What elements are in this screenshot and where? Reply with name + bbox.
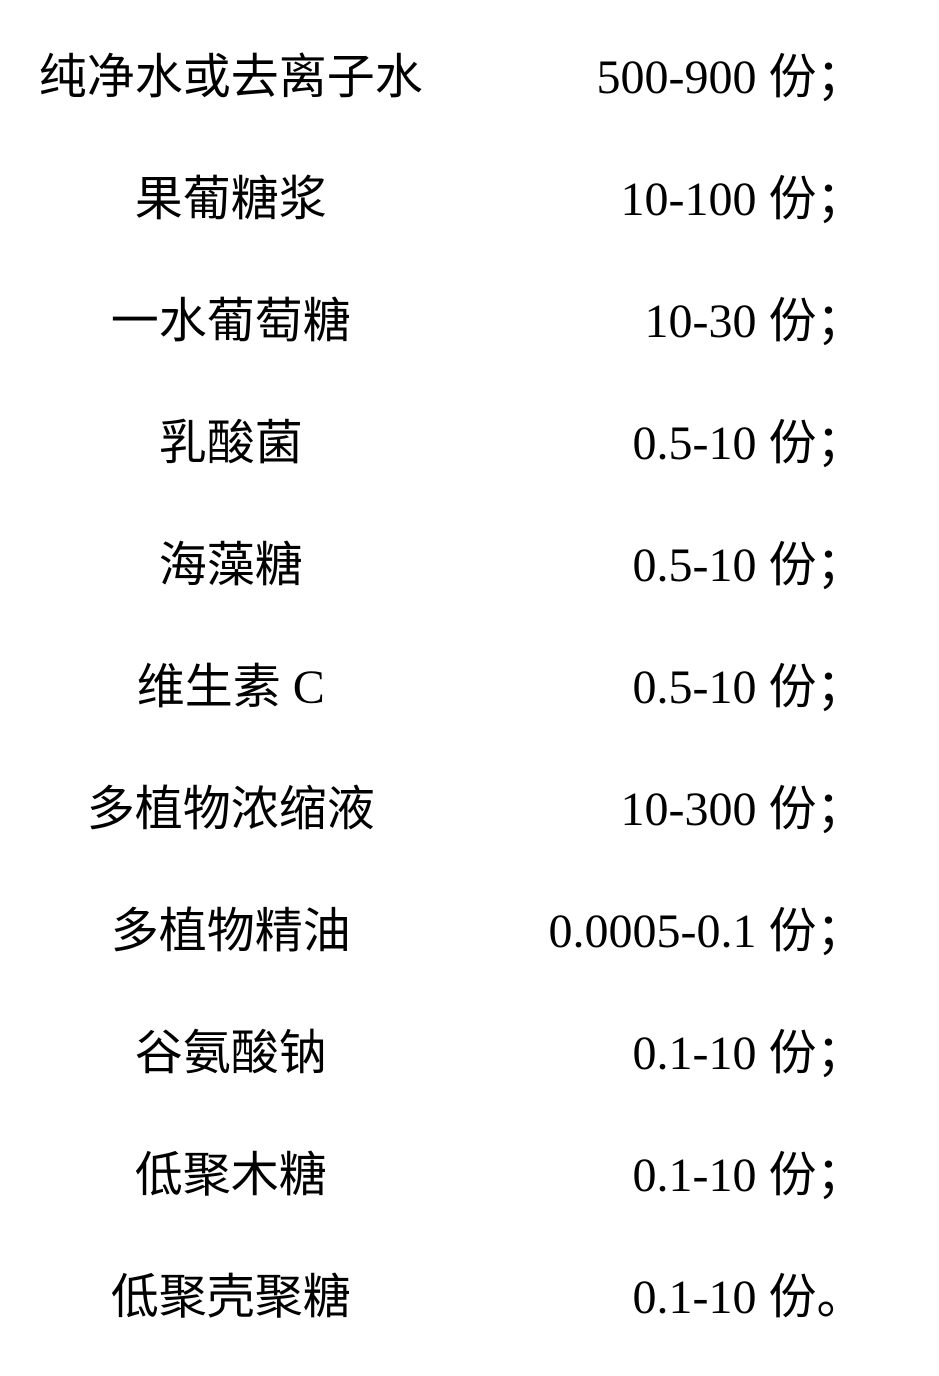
table-row: 低聚木糖 0.1-10 份； [20, 1115, 920, 1237]
ingredient-label: 多植物精油 [111, 908, 351, 956]
ingredient-label: 果葡糖浆 [135, 176, 327, 224]
ingredient-label: 维生素 C [137, 664, 325, 712]
table-row: 纯净水或去离子水 500-900 份； [20, 17, 920, 139]
table-row: 一水葡萄糖 10-30 份； [20, 261, 920, 383]
ingredient-label: 海藻糖 [159, 542, 303, 590]
ingredient-value: 0.5-10 份； [633, 420, 865, 468]
table-row: 海藻糖 0.5-10 份； [20, 505, 920, 627]
ingredient-value: 0.5-10 份； [633, 664, 865, 712]
ingredient-value: 0.1-10 份。 [633, 1274, 865, 1322]
table-row: 多植物精油 0.0005-0.1 份； [20, 871, 920, 993]
ingredients-table: 纯净水或去离子水 500-900 份； 果葡糖浆 10-100 份； 一水葡萄糖… [0, 2, 939, 1374]
ingredient-label: 纯净水或去离子水 [39, 54, 423, 102]
table-row: 维生素 C 0.5-10 份； [20, 627, 920, 749]
table-row: 多植物浓缩液 10-300 份； [20, 749, 920, 871]
ingredient-label: 乳酸菌 [159, 420, 303, 468]
ingredient-value: 10-100 份； [621, 176, 865, 224]
ingredient-value: 10-30 份； [645, 298, 865, 346]
ingredient-value: 0.1-10 份； [633, 1152, 865, 1200]
ingredient-value: 0.0005-0.1 份； [549, 908, 865, 956]
ingredient-label: 一水葡萄糖 [111, 298, 351, 346]
ingredient-label: 谷氨酸钠 [135, 1030, 327, 1078]
table-row: 乳酸菌 0.5-10 份； [20, 383, 920, 505]
table-row: 谷氨酸钠 0.1-10 份； [20, 993, 920, 1115]
ingredient-value: 0.1-10 份； [633, 1030, 865, 1078]
ingredient-value: 10-300 份； [621, 786, 865, 834]
ingredient-label: 低聚壳聚糖 [111, 1274, 351, 1322]
ingredient-label: 多植物浓缩液 [87, 786, 375, 834]
table-row: 低聚壳聚糖 0.1-10 份。 [20, 1237, 920, 1359]
ingredient-value: 500-900 份； [597, 54, 865, 102]
ingredient-label: 低聚木糖 [135, 1152, 327, 1200]
table-row: 果葡糖浆 10-100 份； [20, 139, 920, 261]
ingredient-value: 0.5-10 份； [633, 542, 865, 590]
